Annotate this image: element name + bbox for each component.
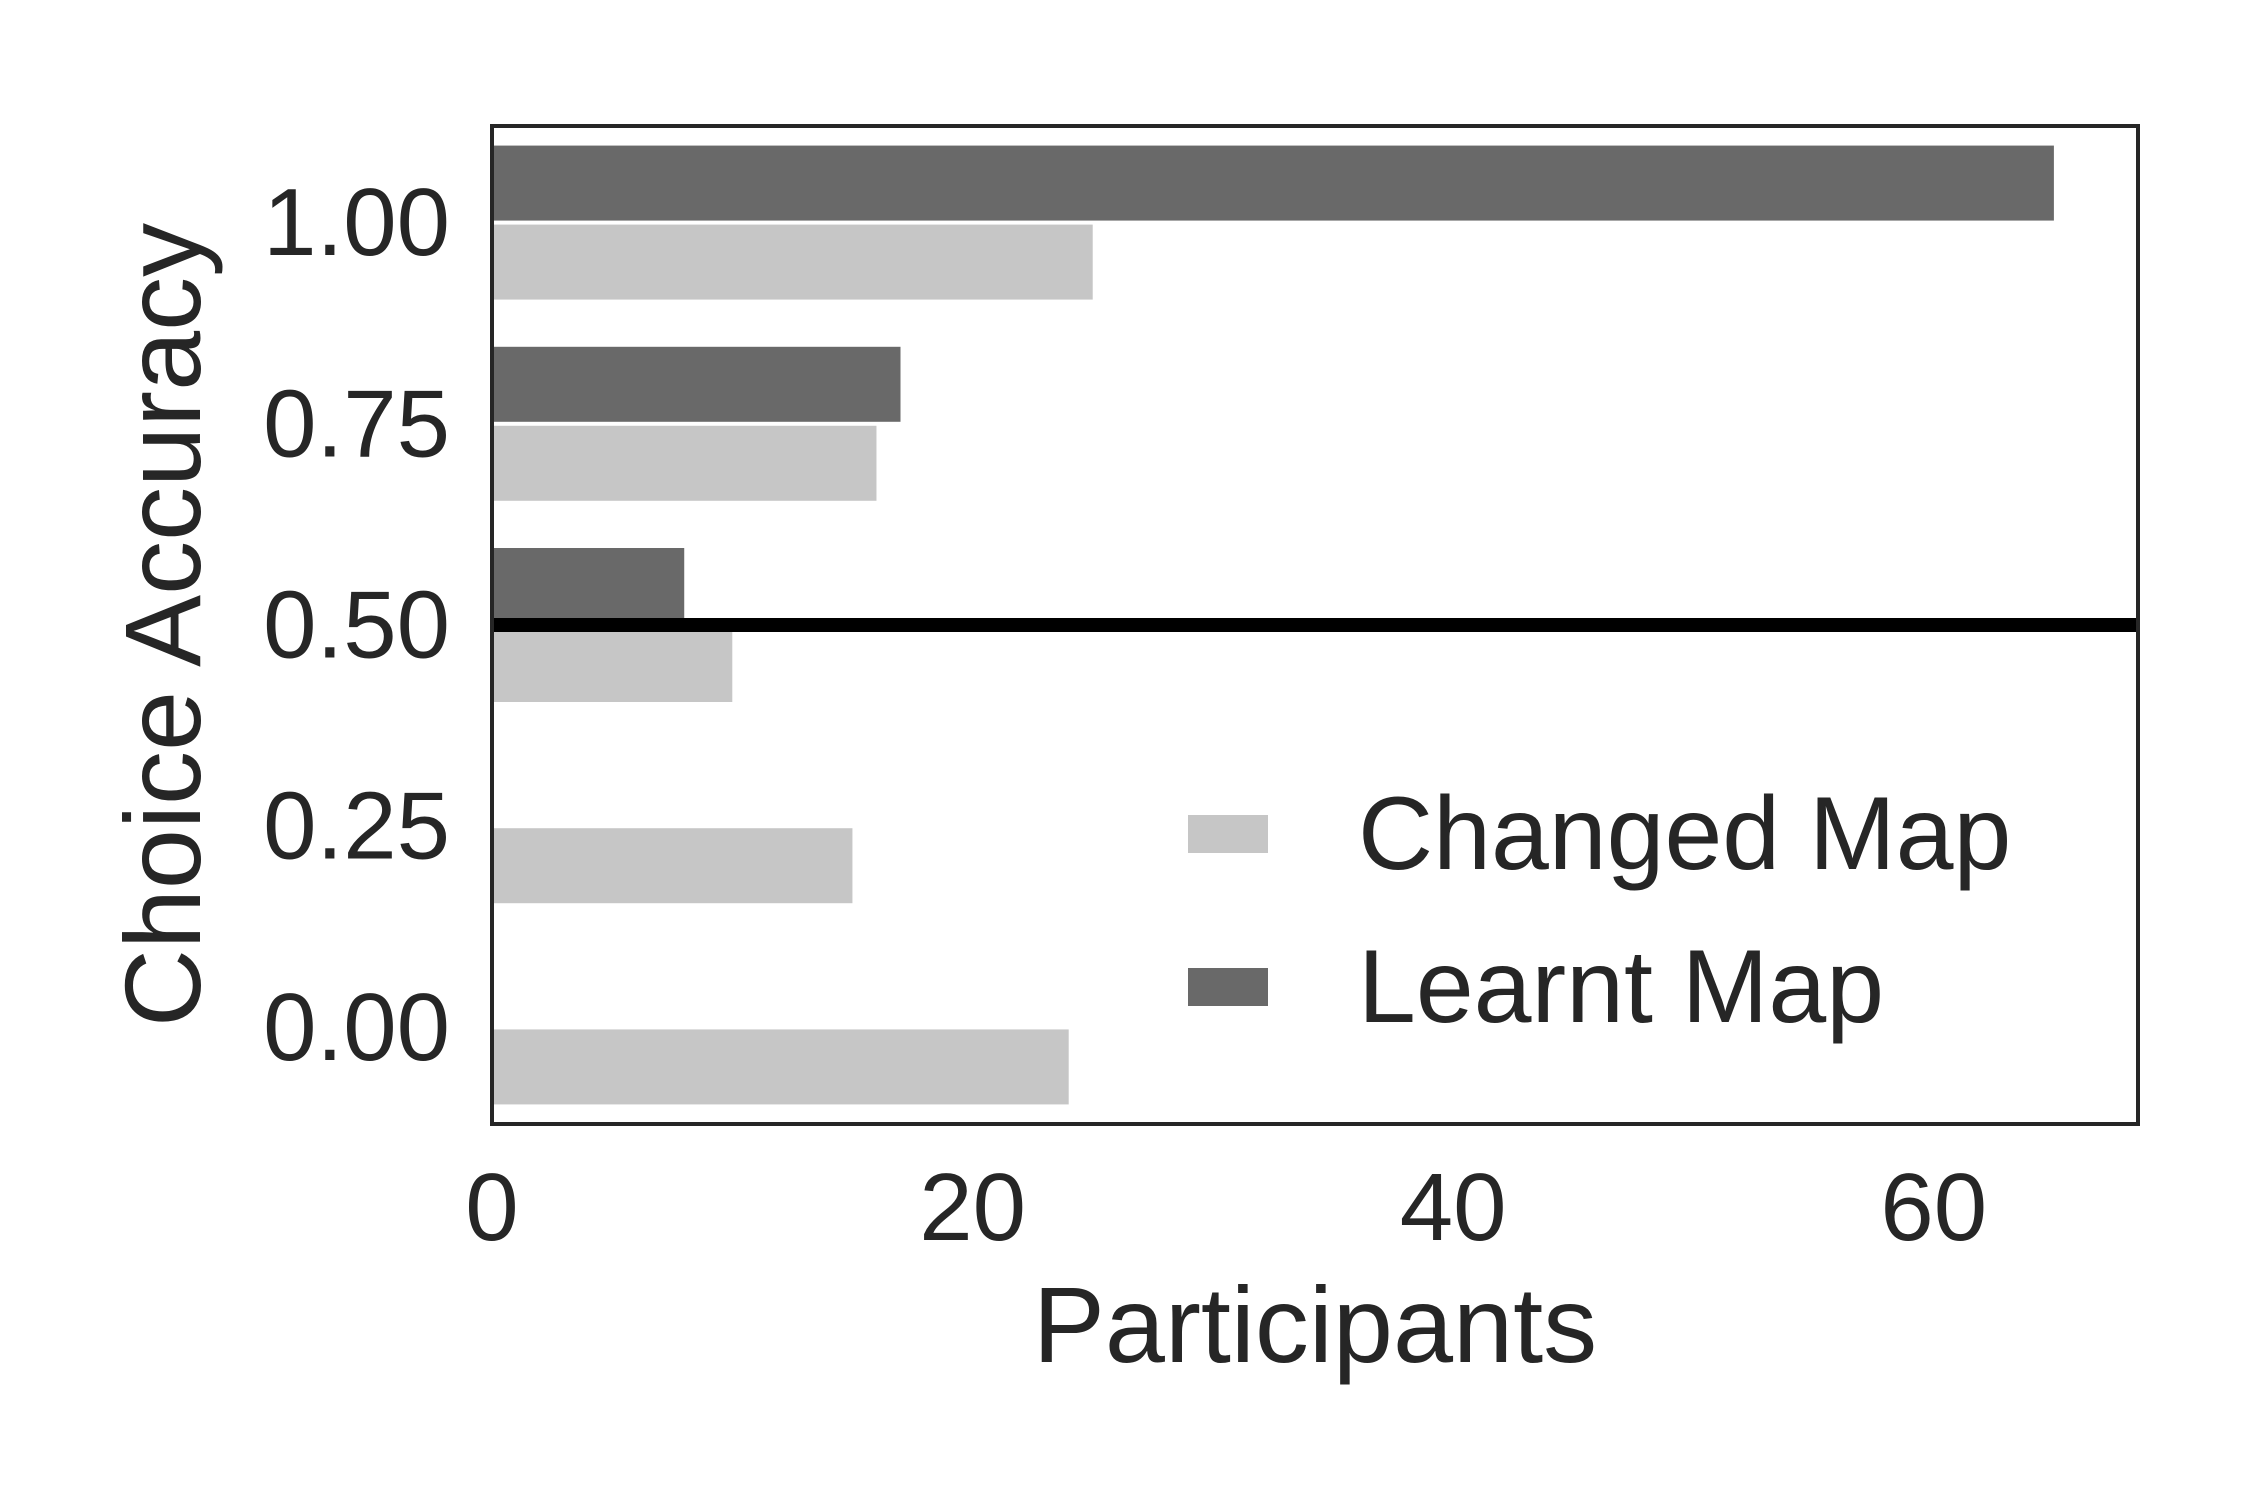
- y-tick-label-0.75: 0.75: [263, 370, 450, 477]
- y-axis-label: Choice Accuracy: [102, 223, 223, 1027]
- bar-changed-map-0.25: [492, 828, 853, 904]
- bar-changed-map-0.00: [492, 1029, 1069, 1105]
- plot-frame: [490, 124, 2140, 1126]
- legend-label-learnt-map: Learnt Map: [1358, 929, 1884, 1045]
- y-tick-labels: 0.00 0.25 0.50 0.75 1.00: [263, 169, 450, 1081]
- x-tick-label-40: 40: [1400, 1154, 1507, 1261]
- x-tick-label-60: 60: [1880, 1154, 1987, 1261]
- bar-learnt-map-1.00: [492, 145, 2054, 221]
- bar-changed-map-0.75: [492, 425, 877, 501]
- y-tick-label-0.25: 0.25: [263, 773, 450, 880]
- x-tick-labels: 0 20 40 60: [465, 1154, 1987, 1261]
- bars-group: [492, 145, 2054, 1105]
- legend-label-changed-map: Changed Map: [1358, 776, 2011, 892]
- bar-changed-map-1.00: [492, 224, 1093, 300]
- legend: Changed Map Learnt Map: [1188, 776, 2011, 1045]
- bar-learnt-map-0.50: [492, 548, 685, 623]
- x-axis-label: Participants: [1033, 1264, 1597, 1385]
- bar-changed-map-0.50: [492, 627, 733, 702]
- x-tick-label-20: 20: [919, 1154, 1026, 1261]
- bar-learnt-map-0.75: [492, 346, 901, 422]
- y-tick-label-1.00: 1.00: [263, 169, 450, 276]
- x-tick-label-0: 0: [465, 1154, 518, 1261]
- y-tick-label-0.00: 0.00: [263, 974, 450, 1081]
- y-tick-label-0.50: 0.50: [263, 572, 450, 679]
- legend-swatch-learnt-map: [1188, 968, 1268, 1006]
- legend-swatch-changed-map: [1188, 815, 1268, 853]
